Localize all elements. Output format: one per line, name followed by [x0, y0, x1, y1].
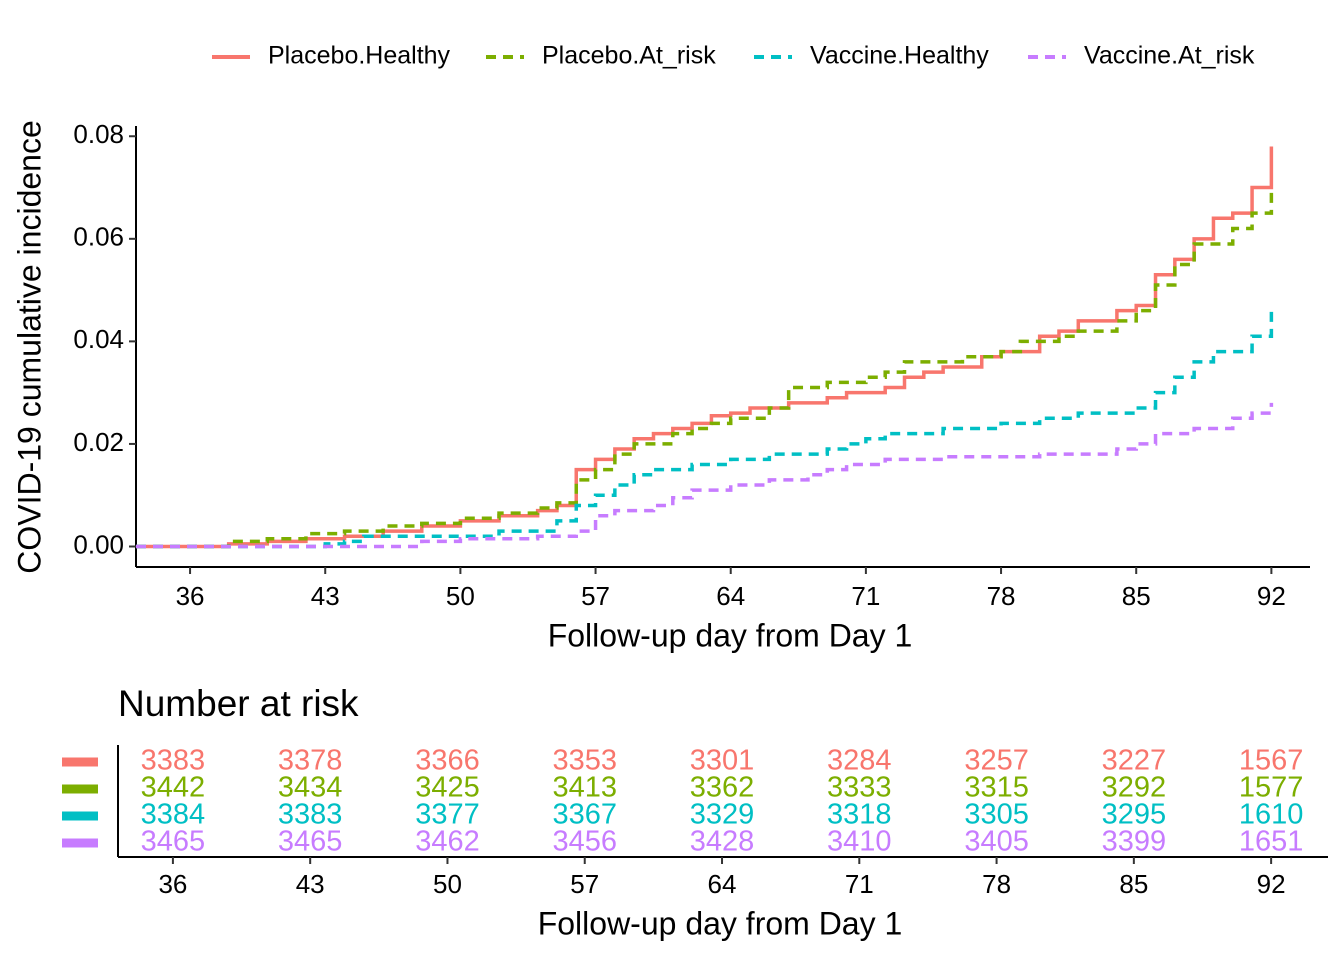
x-tick-label: 71: [851, 581, 880, 611]
risk-number: 3399: [1102, 826, 1167, 858]
risk-number: 3315: [964, 772, 1029, 804]
risk-number: 3383: [141, 745, 206, 777]
risk-number: 1610: [1239, 799, 1304, 831]
legend-label: Vaccine.Healthy: [810, 42, 989, 70]
risk-number: 3413: [552, 772, 617, 804]
risk-number: 3377: [415, 799, 480, 831]
risk-number: 3442: [141, 772, 206, 804]
risk-number: 3384: [141, 799, 206, 831]
risk-number: 3434: [278, 772, 343, 804]
step-line: [136, 146, 1274, 549]
risk-number: 3292: [1102, 772, 1167, 804]
table-x-axis-title: Follow-up day from Day 1: [538, 905, 903, 941]
x-tick-label: 78: [982, 869, 1011, 899]
x-tick-label: 50: [433, 869, 462, 899]
table-title: Number at risk: [118, 683, 359, 724]
x-tick-label: 64: [708, 869, 737, 899]
x-tick-label: 43: [296, 869, 325, 899]
risk-number: 3405: [964, 826, 1029, 858]
risk-number: 1577: [1239, 772, 1304, 804]
x-tick-label: 92: [1257, 581, 1286, 611]
risk-number: 1567: [1239, 745, 1304, 777]
risk-number: 3410: [827, 826, 892, 858]
x-tick-label: 85: [1122, 581, 1151, 611]
x-axis-title: Follow-up day from Day 1: [548, 617, 913, 653]
risk-number: 3318: [827, 799, 892, 831]
legend-label: Placebo.Healthy: [268, 42, 451, 70]
y-tick-label: 0.04: [73, 324, 124, 354]
risk-number: 3257: [964, 745, 1029, 777]
risk-number: 3425: [415, 772, 480, 804]
risk-number: 3456: [552, 826, 617, 858]
x-tick-label: 64: [716, 581, 745, 611]
risk-number: 3367: [552, 799, 617, 831]
x-tick-label: 50: [446, 581, 475, 611]
risk-number: 3353: [552, 745, 617, 777]
x-tick-label: 43: [311, 581, 340, 611]
risk-number: 1651: [1239, 826, 1304, 858]
risk-number: 3378: [278, 745, 343, 777]
risk-number: 3462: [415, 826, 480, 858]
risk-number: 3295: [1102, 799, 1167, 831]
risk-number: 3301: [690, 745, 755, 777]
y-tick-label: 0.00: [73, 529, 124, 559]
x-tick-label: 78: [987, 581, 1016, 611]
risk-number: 3465: [278, 826, 343, 858]
risk-number: 3329: [690, 799, 755, 831]
x-tick-label: 36: [158, 869, 187, 899]
x-tick-label: 71: [845, 869, 874, 899]
x-tick-label: 57: [581, 581, 610, 611]
x-tick-label: 57: [570, 869, 599, 899]
y-tick-label: 0.06: [73, 222, 124, 252]
risk-number: 3227: [1102, 745, 1167, 777]
risk-number: 3383: [278, 799, 343, 831]
risk-number: 3362: [690, 772, 755, 804]
y-axis-title: COVID-19 cumulative incidence: [11, 120, 47, 574]
step-line: [136, 192, 1274, 549]
risk-number: 3305: [964, 799, 1029, 831]
step-line: [136, 402, 1274, 549]
x-tick-label: 85: [1119, 869, 1148, 899]
legend-label: Placebo.At_risk: [542, 42, 716, 70]
legend-label: Vaccine.At_risk: [1084, 42, 1255, 70]
y-tick-label: 0.02: [73, 427, 124, 457]
step-line: [136, 310, 1274, 549]
x-tick-label: 36: [176, 581, 205, 611]
risk-number: 3366: [415, 745, 480, 777]
y-tick-label: 0.08: [73, 119, 124, 149]
risk-number: 3333: [827, 772, 892, 804]
risk-number: 3284: [827, 745, 892, 777]
x-tick-label: 92: [1257, 869, 1286, 899]
risk-number: 3465: [141, 826, 206, 858]
risk-number: 3428: [690, 826, 755, 858]
